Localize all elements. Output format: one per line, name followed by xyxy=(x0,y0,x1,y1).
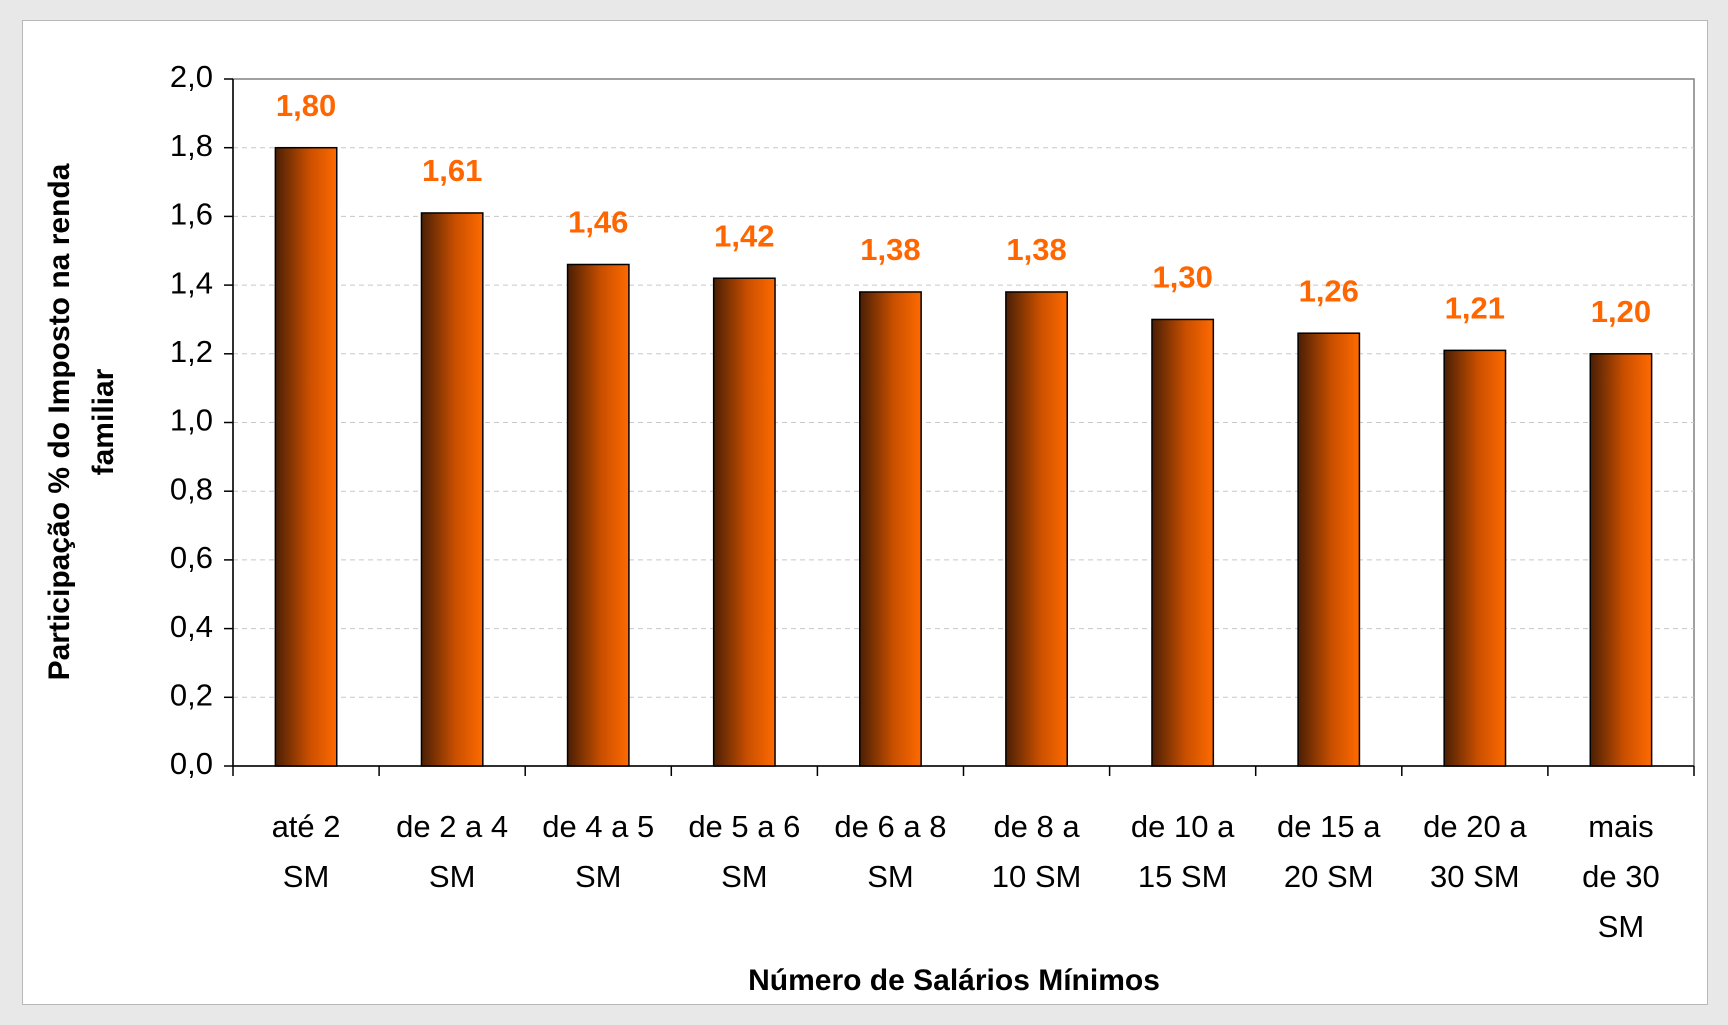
y-tick-label: 1,2 xyxy=(170,334,213,369)
x-axis-title: Número de Salários Mínimos xyxy=(748,964,1160,997)
bar xyxy=(1151,318,1215,767)
x-tick-label: de 6 a 8 SM xyxy=(834,809,947,894)
bar xyxy=(566,263,630,767)
x-tick-label: de 5 a 6 SM xyxy=(688,809,801,894)
bar xyxy=(1005,291,1068,767)
y-axis-title: Participação % do Imposto na renda famil… xyxy=(43,163,120,681)
x-tick-label: mais de 30 SM xyxy=(1582,809,1660,944)
x-tick-label: de 4 a 5 SM xyxy=(542,809,655,894)
value-label: 1,38 xyxy=(1006,232,1066,267)
y-tick-label: 0,2 xyxy=(170,677,213,712)
value-label: 1,26 xyxy=(1299,273,1359,308)
y-tick-label: 1,6 xyxy=(170,197,213,232)
value-label: 1,20 xyxy=(1591,294,1651,329)
x-tick-label: de 10 a 15 SM xyxy=(1130,809,1235,894)
y-tick-label: 1,4 xyxy=(170,265,213,300)
y-tick-label: 0,4 xyxy=(170,609,213,644)
bar xyxy=(859,291,922,767)
x-tick-label: de 20 a 30 SM xyxy=(1423,809,1527,894)
value-label: 1,80 xyxy=(276,88,336,123)
x-tick-label: de 8 a 10 SM xyxy=(991,809,1082,894)
y-tick-label: 2,0 xyxy=(170,59,213,94)
value-label: 1,42 xyxy=(714,218,774,253)
y-tick-label: 0,8 xyxy=(170,471,213,506)
bar xyxy=(1297,332,1361,767)
y-tick-label: 1,8 xyxy=(170,128,213,163)
x-tick-label: até 2 SM xyxy=(271,809,341,894)
value-label: 1,38 xyxy=(860,232,920,267)
value-label: 1,21 xyxy=(1445,291,1505,326)
bar xyxy=(274,146,338,767)
y-tick-label: 1,0 xyxy=(170,403,213,438)
x-tick-label: de 15 a 20 SM xyxy=(1277,809,1381,894)
value-label: 1,30 xyxy=(1152,260,1212,295)
y-tick-label: 0,0 xyxy=(170,746,213,781)
bar xyxy=(1589,353,1653,767)
value-label: 1,46 xyxy=(568,205,628,240)
bar xyxy=(1443,349,1507,767)
bar xyxy=(712,277,776,767)
bar xyxy=(420,212,484,767)
x-tick-label: de 2 a 4 SM xyxy=(396,809,509,894)
value-label: 1,61 xyxy=(422,153,482,188)
y-tick-label: 0,6 xyxy=(170,540,213,575)
